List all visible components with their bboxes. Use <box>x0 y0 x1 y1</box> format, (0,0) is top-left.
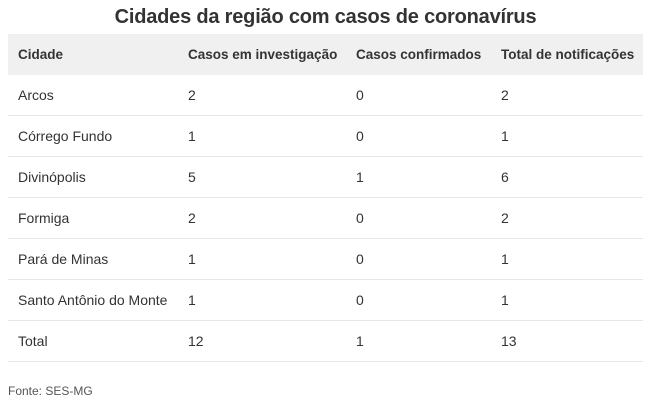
data-table: Cidade Casos em investigação Casos confi… <box>8 34 643 362</box>
cell-investigacao: 12 <box>178 320 346 362</box>
cell-total: 13 <box>491 320 643 362</box>
cell-confirmados: 0 <box>346 197 491 239</box>
table-row: Arcos 2 0 2 <box>8 75 643 116</box>
table-row: Córrego Fundo 1 0 1 <box>8 115 643 157</box>
cell-total: 1 <box>491 238 643 280</box>
cell-investigacao: 1 <box>178 279 346 321</box>
cell-total: 1 <box>491 279 643 321</box>
cell-cidade: Arcos <box>8 75 178 116</box>
cell-total: 2 <box>491 197 643 239</box>
header-casos-confirmados: Casos confirmados <box>346 34 491 75</box>
cell-cidade: Total <box>8 320 178 362</box>
header-total-de-notificacoes: Total de notificações <box>491 34 643 75</box>
cell-investigacao: 1 <box>178 115 346 157</box>
cell-total: 1 <box>491 115 643 157</box>
cell-confirmados: 0 <box>346 75 491 116</box>
table-row: Pará de Minas 1 0 1 <box>8 238 643 280</box>
cell-investigacao: 5 <box>178 156 346 198</box>
header-casos-em-investigacao: Casos em investigação <box>178 34 346 75</box>
cell-investigacao: 1 <box>178 238 346 280</box>
table-row: Divinópolis 5 1 6 <box>8 156 643 198</box>
cell-confirmados: 1 <box>346 320 491 362</box>
cell-total: 2 <box>491 75 643 116</box>
cell-cidade: Pará de Minas <box>8 238 178 280</box>
source-note: Fonte: SES-MG <box>8 384 93 398</box>
cell-investigacao: 2 <box>178 197 346 239</box>
cell-cidade: Santo Antônio do Monte <box>8 279 178 321</box>
cell-cidade: Divinópolis <box>8 156 178 198</box>
cell-confirmados: 0 <box>346 238 491 280</box>
cell-confirmados: 1 <box>346 156 491 198</box>
cell-confirmados: 0 <box>346 115 491 157</box>
cell-total: 6 <box>491 156 643 198</box>
header-cidade: Cidade <box>8 34 178 75</box>
table-title: Cidades da região com casos de coronavír… <box>114 6 537 28</box>
table-row: Santo Antônio do Monte 1 0 1 <box>8 279 643 321</box>
cell-confirmados: 0 <box>346 279 491 321</box>
table-row-total: Total 12 1 13 <box>8 320 643 362</box>
table-row: Formiga 2 0 2 <box>8 197 643 239</box>
cell-cidade: Formiga <box>8 197 178 239</box>
cell-investigacao: 2 <box>178 75 346 116</box>
cell-cidade: Córrego Fundo <box>8 115 178 157</box>
table-header-row: Cidade Casos em investigação Casos confi… <box>8 34 643 75</box>
